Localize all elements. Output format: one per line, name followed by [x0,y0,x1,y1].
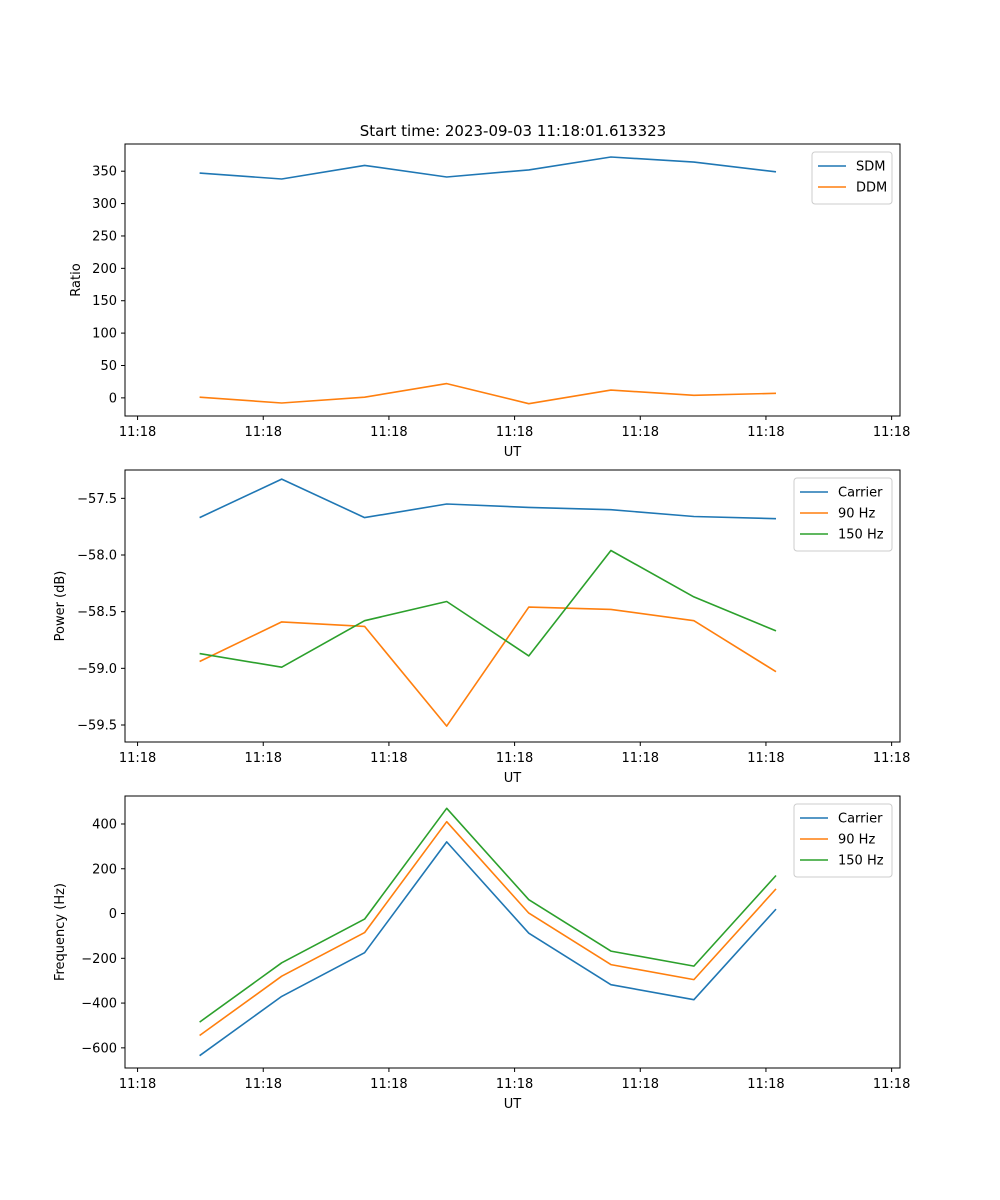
x-tick-label: 11:18 [119,425,156,440]
x-axis-label: UT [504,771,522,786]
panel-2: 11:18 11:18 11:18 11:18 11:18 11:18 11:18 UT −57… [53,469,910,786]
x-tick-label: 11:18 [622,425,659,440]
x-tick-label: 11:18 [119,751,156,766]
series-line-carrier [199,841,777,1057]
legend-label: 90 Hz [838,833,875,848]
y-tick-label: −58.5 [77,605,117,620]
y-tick-label: 200 [92,262,117,277]
x-tick-label: 11:18 [873,425,910,440]
x-tick-label: 11:18 [370,1077,407,1092]
x-tick-label: 11:18 [245,425,282,440]
series-line-150-hz [199,807,777,1023]
y-axis-label: Ratio [69,263,84,296]
legend-label: 90 Hz [838,507,875,522]
y-tick-label: 300 [92,197,117,212]
series-line-carrier [199,478,777,520]
y-tick-label: 50 [100,359,117,374]
x-tick-label: 11:18 [370,425,407,440]
series-line-90-hz [199,606,777,727]
panels-group: 11:18 11:18 11:18 11:18 11:18 11:18 11:18 UT 0 50… [53,143,910,1112]
legend-label: 150 Hz [838,854,884,869]
x-tick-label: 11:18 [245,1077,282,1092]
legend-box [793,803,893,878]
x-tick-label: 11:18 [370,751,407,766]
x-tick-label: 11:18 [747,1077,784,1092]
y-tick-label: 0 [109,391,117,406]
x-tick-label: 11:18 [245,751,282,766]
panel-3: 11:18 11:18 11:18 11:18 11:18 11:18 11:18 UT 400… [53,795,910,1112]
y-tick-label: −400 [81,997,117,1012]
panel-1: 11:18 11:18 11:18 11:18 11:18 11:18 11:18 UT 0 50… [69,143,910,460]
x-tick-label: 11:18 [496,751,533,766]
series-line-ddm [199,382,777,405]
x-axis-label: UT [504,445,522,460]
x-tick-label: 11:18 [622,1077,659,1092]
y-tick-label: 400 [92,817,117,832]
series-line-90-hz [199,820,777,1037]
legend: Carrier 90 Hz 150 Hz [793,477,893,552]
y-tick-label: 200 [92,862,117,877]
x-tick-label: 11:18 [873,1077,910,1092]
legend-label: Carrier [838,812,883,827]
axes-frame [124,143,901,417]
axes-frame [124,469,901,743]
legend-label: Carrier [838,486,883,501]
series-line-sdm [199,156,777,180]
x-tick-label: 11:18 [747,751,784,766]
legend: SDM DDM [811,151,893,205]
x-axis-label: UT [504,1097,522,1112]
y-tick-label: 350 [92,165,117,180]
y-tick-label: 0 [109,907,117,922]
y-tick-label: −59.0 [77,662,117,677]
y-tick-label: −600 [81,1041,117,1056]
y-tick-label: −57.5 [77,492,117,507]
y-axis-label: Frequency (Hz) [53,883,68,981]
axes-frame [124,795,901,1069]
x-tick-label: 11:18 [496,1077,533,1092]
legend-label: 150 Hz [838,528,884,543]
y-tick-label: 100 [92,327,117,342]
x-tick-label: 11:18 [747,425,784,440]
legend-label: SDM [856,160,885,175]
y-tick-label: −200 [81,952,117,967]
y-tick-label: −59.5 [77,719,117,734]
legend-box [811,151,893,205]
y-tick-label: 150 [92,294,117,309]
series-line-150-hz [199,549,777,669]
x-tick-label: 11:18 [496,425,533,440]
legend-label: DDM [856,181,887,196]
legend-box [793,477,893,552]
y-axis-label: Power (dB) [53,571,68,642]
x-tick-label: 11:18 [622,751,659,766]
y-tick-label: 250 [92,229,117,244]
figure-title: Start time: 2023-09-03 11:18:01.613323 [360,122,666,140]
y-tick-label: −58.0 [77,549,117,564]
x-tick-label: 11:18 [119,1077,156,1092]
legend: Carrier 90 Hz 150 Hz [793,803,893,878]
x-tick-label: 11:18 [873,751,910,766]
